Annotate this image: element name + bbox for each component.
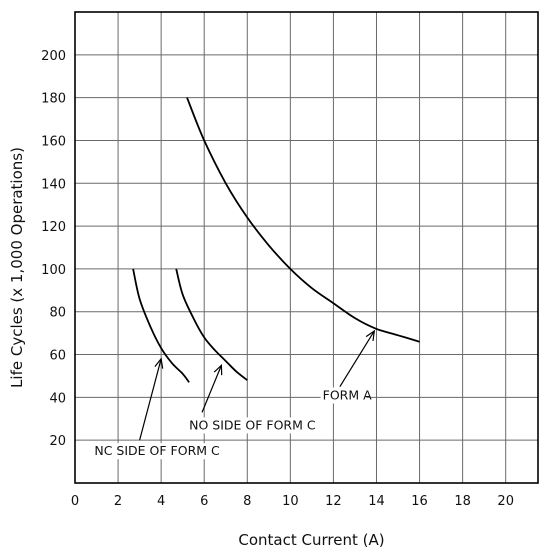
annotation-label-nc-side-of-form-c: NC SIDE OF FORM C: [94, 443, 220, 458]
annotation-arrow-form-a: [339, 330, 375, 387]
annotation-label-bg: [187, 417, 317, 434]
x-tick-label: 20: [497, 494, 514, 509]
curves: [132, 97, 420, 383]
grid: [75, 12, 538, 483]
curve-form-a: [186, 97, 420, 343]
x-tick-label: 10: [282, 494, 299, 509]
x-tick-label: 12: [325, 494, 342, 509]
annotation-arrow-no-side-of-form-c: [201, 365, 222, 413]
annotation-label-no-side-of-form-c: NO SIDE OF FORM C: [189, 417, 316, 432]
plot-frame: [74, 11, 539, 484]
annotation-label-form-a: FORM A: [323, 388, 372, 403]
annotation-label-bg: [92, 443, 222, 460]
y-tick-label: 200: [41, 49, 66, 64]
x-tick-label: 16: [411, 494, 428, 509]
x-axis-title: Contact Current (A): [238, 531, 384, 549]
y-axis-title: Life Cycles (x 1,000 Operations): [8, 147, 26, 388]
x-tick-label: 8: [243, 494, 251, 509]
y-tick-label: 60: [49, 349, 66, 364]
annotation-label-bg: [320, 387, 367, 404]
annotation-arrowhead-nc-side-of-form-c: [154, 357, 164, 369]
annotation-arrowhead-form-a: [365, 329, 376, 341]
curve-nc-side-of-form-c: [132, 268, 190, 383]
x-tick-label: 2: [114, 494, 122, 509]
curve-no-side-of-form-c: [175, 268, 248, 381]
y-tick-label: 80: [49, 306, 66, 321]
y-tick-label: 140: [41, 177, 66, 192]
x-tick-label: 14: [368, 494, 385, 509]
y-tick-label: 100: [41, 263, 66, 278]
annotation-arrow-nc-side-of-form-c: [139, 358, 162, 441]
x-tick-label: 6: [200, 494, 208, 509]
x-tick-label: 4: [157, 494, 165, 509]
annotations: FORM A NO SIDE OF FORM C NC SIDE OF FORM C: [92, 329, 376, 460]
annotation-arrowhead-no-side-of-form-c: [213, 363, 223, 376]
x-tick-label: 18: [454, 494, 471, 509]
y-tick-label: 20: [49, 434, 66, 449]
y-tick-label: 120: [41, 220, 66, 235]
y-tick-label: 180: [41, 92, 66, 107]
x-tick-label: 0: [71, 494, 79, 509]
tick-labels: 0 2 4 6 8 10 12 14 16 18 20 20 40 60 80 100 120 140 160 180…: [41, 49, 514, 509]
y-tick-label: 160: [41, 134, 66, 149]
y-tick-label: 40: [49, 391, 66, 406]
